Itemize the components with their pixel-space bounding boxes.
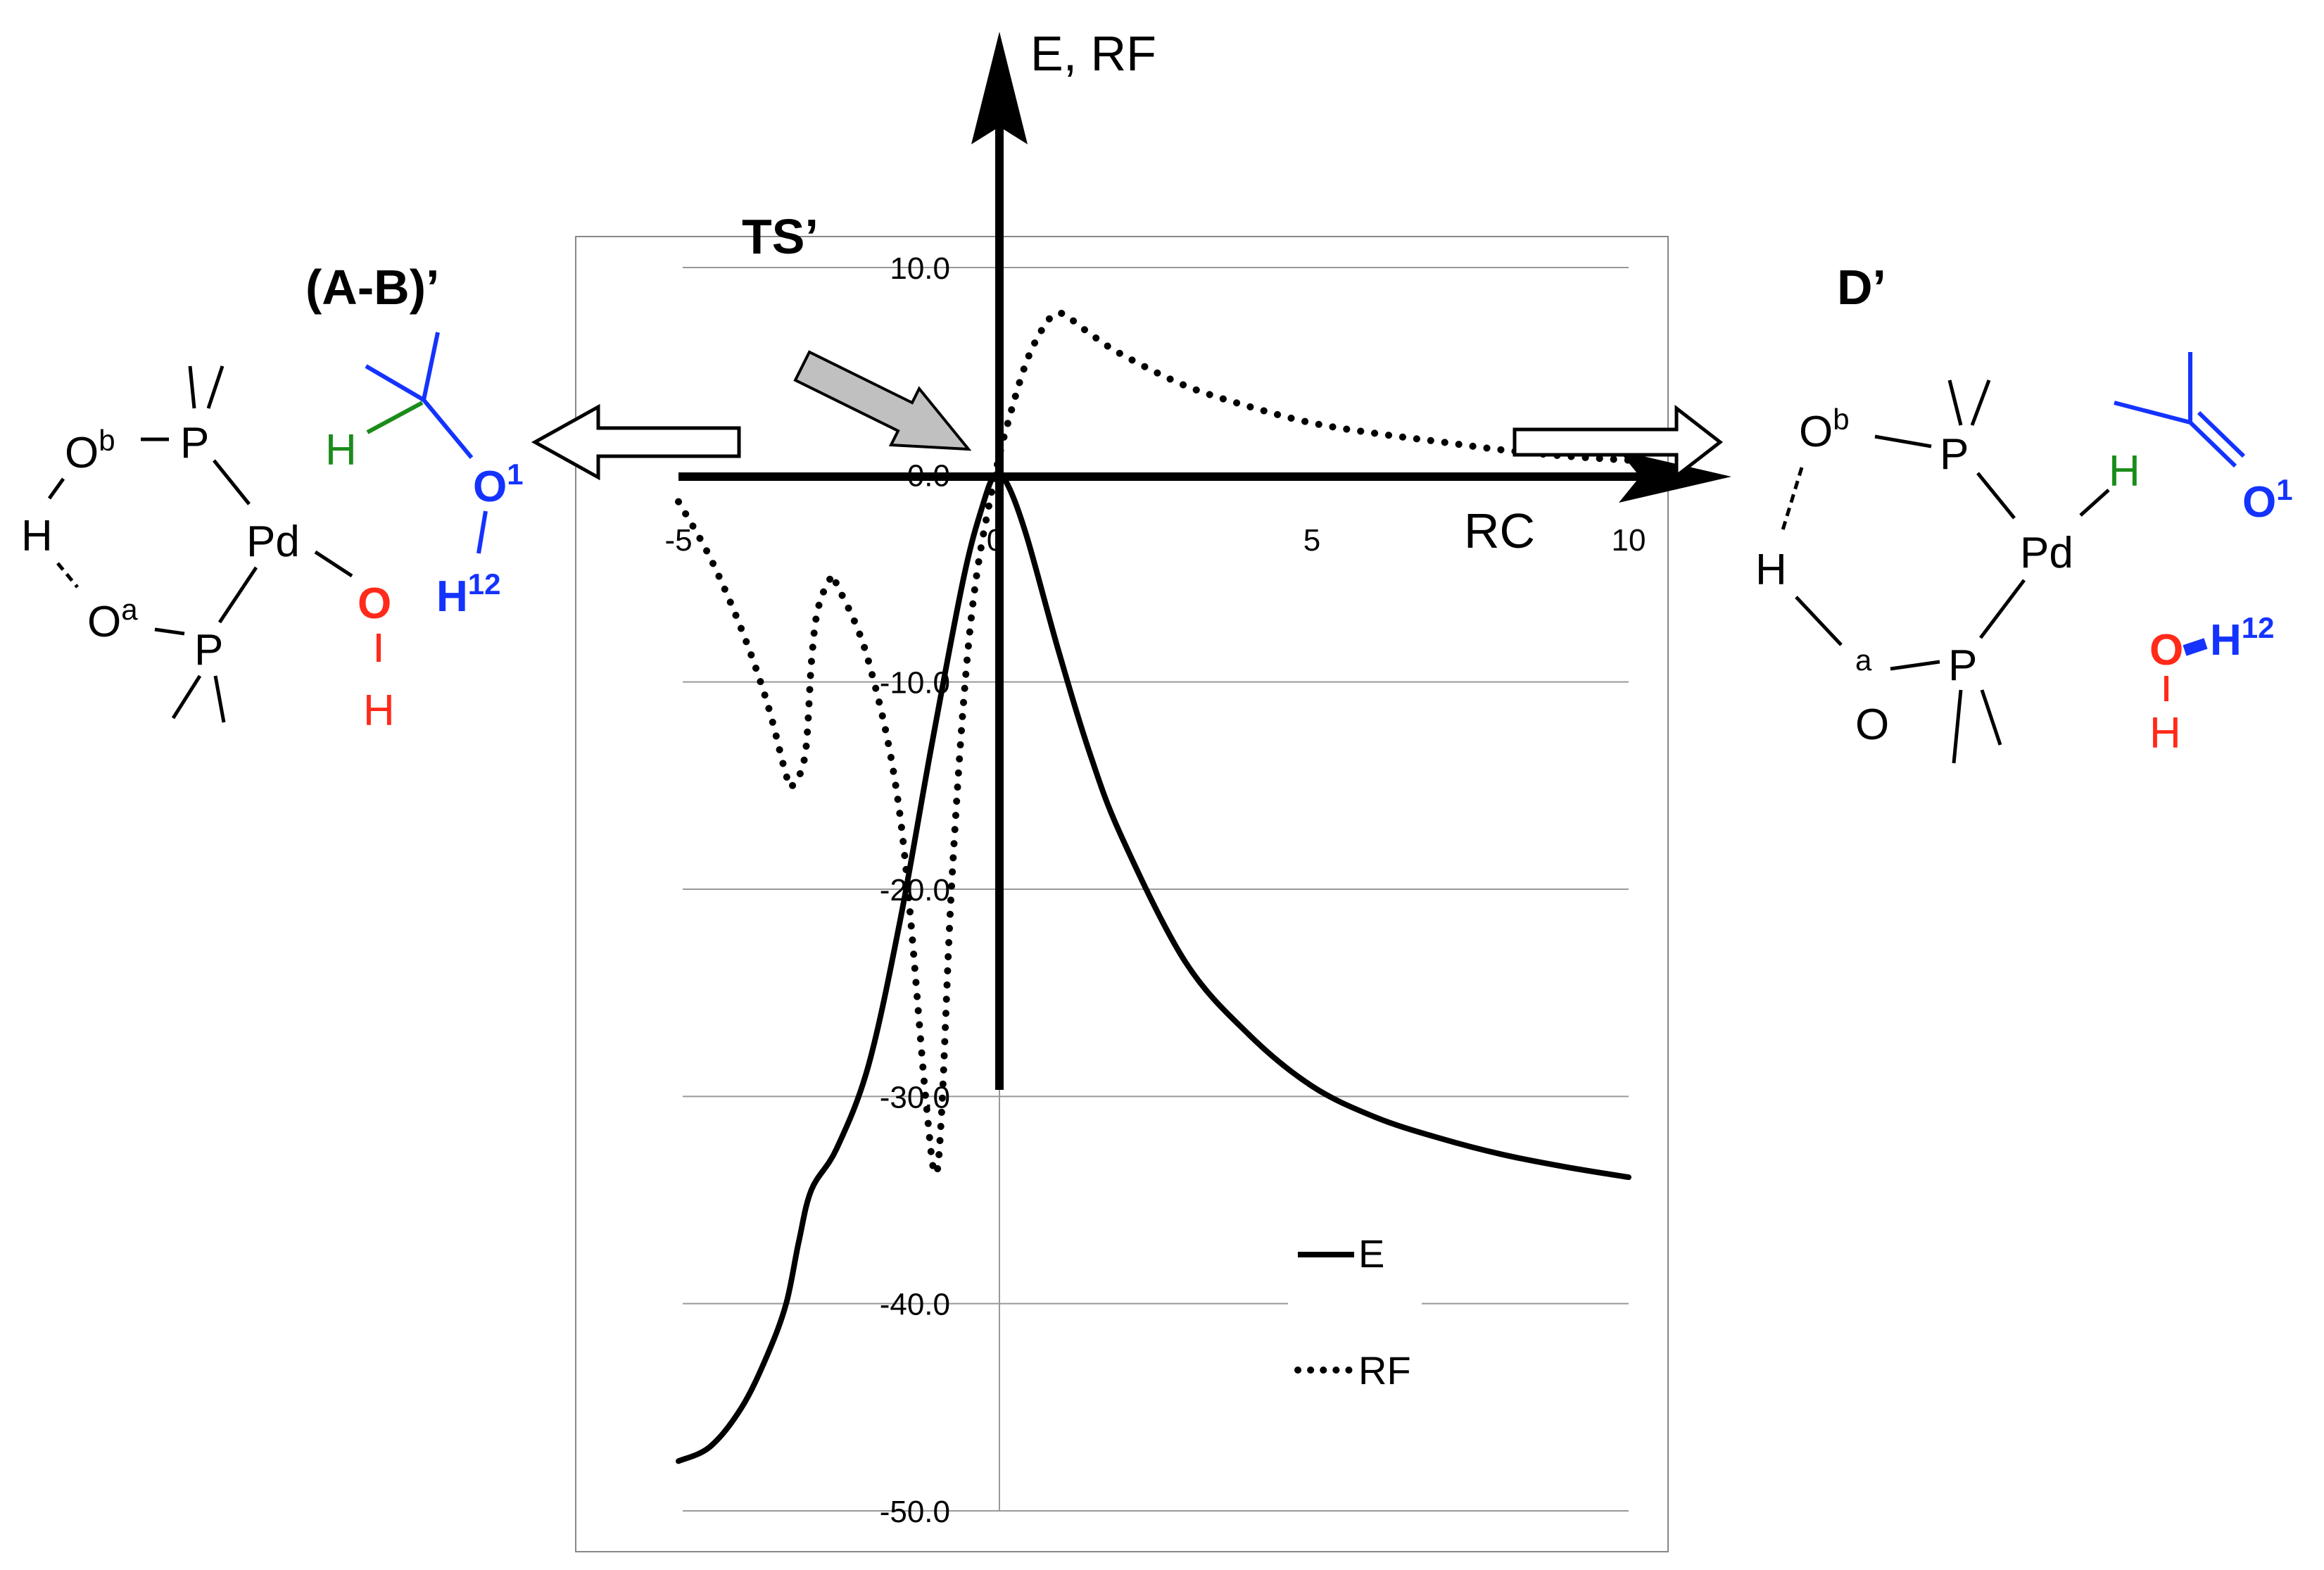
left-structure: (A-B)’ Ob P H Pd Oa P O H H O1 H12 [21,260,524,735]
x-tick-label: -5 [664,523,692,558]
left-bond [213,675,226,723]
right-pd: Pd [2020,529,2073,577]
left-bond [217,566,258,624]
y-tick-label: -50.0 [880,1495,950,1529]
left-oa-atom: Oa [87,593,138,646]
legend-e-label: E [1358,1231,1384,1276]
right-ob-atom: Ob [1799,403,1850,456]
left-pd: Pd [246,517,300,566]
left-p-bottom: P [194,626,223,674]
left-h-bridge: H [21,512,53,560]
left-bond-blue [365,364,425,402]
left-p-top: P [180,419,209,467]
left-h-green: H [325,426,357,475]
right-bond [1890,660,1940,671]
right-sup-a: a [1855,643,1872,677]
right-bond [1952,689,1963,764]
y-tick-label: 10.0 [890,251,950,286]
right-bond-blue [2188,420,2237,468]
right-h-green: H [2109,447,2140,496]
left-bond-blue [476,510,488,554]
left-ob-atom: Ob [65,424,115,477]
left-bond [213,459,251,505]
left-bond [154,627,185,636]
plot-frame [575,236,1669,1552]
left-bond-blue [422,398,474,459]
ts-label: TS’ [742,209,819,264]
right-o-a: O [1855,701,1889,749]
right-bond [1980,689,2002,746]
y-tick-label: -20.0 [880,873,950,908]
right-h-water: H [2149,709,2181,758]
right-open-arrow [1513,404,1724,480]
right-p-top: P [1940,430,1969,479]
right-bond [1970,379,1991,426]
left-hbond-dash [56,562,79,589]
left-bond-green [366,401,424,434]
right-bond [1874,434,1932,448]
right-h-bridge: H [1755,546,1787,594]
y-axis-title: E, RF [1030,26,1156,81]
series-rf-line [675,309,1632,1177]
left-bond [206,365,225,409]
right-bond [1976,472,2016,520]
y-tick-label: -40.0 [880,1288,950,1322]
y-axis-arrowhead [971,32,1028,144]
left-bond [314,550,353,578]
y-tick-label: -30.0 [880,1080,950,1114]
right-oxygen-water: O [2149,626,2183,674]
right-bond [1795,596,1843,646]
left-bond [171,674,202,720]
right-bond-blue [2197,410,2246,458]
left-species-label: (A-B)’ [305,260,439,315]
left-bond [188,365,196,409]
x-tick-label: 5 [1303,523,1320,558]
left-h12-atom: H12 [436,567,501,621]
right-o1-atom: O1 [2242,473,2293,527]
left-bond-blue [422,332,440,401]
gridlines [683,267,1629,1512]
x-tick-label: 10 [1612,523,1646,558]
legend-rf-label: RF [1358,1348,1411,1393]
right-bond [2079,489,2110,517]
right-hbond-dash [1780,467,1804,533]
left-oxygen-hydroxide: O [358,579,391,628]
right-bond [1979,579,2026,639]
series-e-line [676,470,1631,1464]
ts-pointer-arrow [793,350,972,451]
legend: E RF [1288,1224,1422,1400]
x-axis-title: RC [1464,503,1535,558]
right-species-label: D’ [1837,260,1886,315]
right-p-bottom: P [1948,641,1977,690]
right-structure: D’ Ob P H Pd H a O P O1 O H12 H [1755,260,2293,764]
right-h12-atom: H12 [2210,611,2275,665]
right-bond-blue [2114,401,2191,425]
left-h-hydroxide: H [363,686,395,735]
left-bond [47,477,65,500]
left-open-arrow [531,403,741,481]
left-o1-atom: O1 [473,458,524,511]
right-bond [1947,379,1963,426]
right-bond-blue-bold [2183,638,2208,656]
